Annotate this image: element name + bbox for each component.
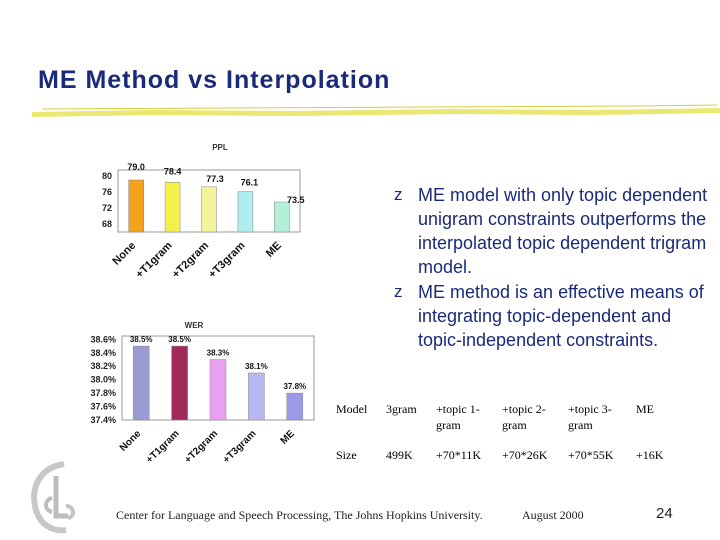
bar xyxy=(248,372,265,421)
bar xyxy=(171,345,188,421)
table-cell: Model xyxy=(336,402,368,416)
x-category-label: +T3gram xyxy=(221,428,259,466)
bar xyxy=(286,392,304,421)
bullet-item: z ME method is an effective means of inte… xyxy=(394,280,714,352)
x-category-label: None xyxy=(118,428,144,454)
table-row: Size 499K +70*11K +70*26K +70*55K +16K xyxy=(330,443,672,467)
data-label: 77.3 xyxy=(206,174,224,184)
chart-title: WER xyxy=(185,321,204,330)
table-cell: +topic 2-gram xyxy=(502,402,546,432)
data-label: 38.5% xyxy=(168,335,191,344)
table-cell: 3gram xyxy=(386,402,417,416)
model-size-table: Model 3gram +topic 1-gram +topic 2-gram … xyxy=(330,397,672,467)
bar xyxy=(164,182,181,233)
bullet-item: z ME model with only topic dependent unig… xyxy=(394,183,714,279)
x-category-label: +T2gram xyxy=(183,428,221,466)
page-number: 24 xyxy=(656,505,673,522)
data-label: 37.8% xyxy=(283,382,306,391)
table-cell: 499K xyxy=(386,448,413,462)
table-cell: +topic 1-gram xyxy=(436,402,480,432)
x-category-label: ME xyxy=(279,428,298,447)
bullet-marker: z xyxy=(394,185,403,204)
data-label: 38.3% xyxy=(207,349,230,358)
x-category-label: +T3gram xyxy=(206,239,247,280)
bar xyxy=(274,201,290,233)
y-tick-label: 68 xyxy=(102,219,112,229)
data-label: 38.5% xyxy=(130,335,153,344)
bar xyxy=(209,359,227,421)
x-category-label: None xyxy=(110,240,138,268)
data-label: 79.0 xyxy=(127,162,145,172)
table-cell: +16K xyxy=(636,448,664,462)
bullet-text: ME model with only topic dependent unigr… xyxy=(418,185,708,277)
data-label: 38.1% xyxy=(245,362,268,371)
clsp-logo xyxy=(31,461,75,534)
table-cell: ME xyxy=(636,402,654,416)
slide-title: ME Method vs Interpolation xyxy=(38,66,391,94)
y-tick-label: 38.2% xyxy=(90,361,116,371)
chart-title: PPL xyxy=(212,143,228,152)
y-tick-label: 37.6% xyxy=(90,402,116,412)
y-tick-label: 80 xyxy=(102,171,112,181)
footer-text: Center for Language and Speech Processin… xyxy=(116,508,483,522)
y-tick-label: 76 xyxy=(102,187,112,197)
x-category-label: +T1gram xyxy=(144,428,182,466)
table-cell: +70*55K xyxy=(568,448,614,462)
y-tick-label: 72 xyxy=(102,203,112,213)
bar xyxy=(128,179,144,233)
table-cell: Size xyxy=(336,448,357,462)
bullet-marker: z xyxy=(394,282,403,301)
x-category-label: +T1gram xyxy=(134,239,175,280)
bar xyxy=(201,186,217,233)
x-category-label: +T2gram xyxy=(170,239,211,280)
y-tick-label: 38.4% xyxy=(90,348,116,358)
bullet-list: z ME model with only topic dependent unig… xyxy=(394,183,714,353)
bar xyxy=(132,345,150,421)
table-row: Model 3gram +topic 1-gram +topic 2-gram … xyxy=(330,397,672,443)
wer-chart: WER 38.6% 38.4% 38.2% 38.0% 37.8% 37.6% 37.4% 38… xyxy=(90,321,315,466)
table-cell: +70*11K xyxy=(436,448,481,462)
data-label: 73.5 xyxy=(287,195,305,205)
y-tick-label: 37.8% xyxy=(90,388,116,398)
y-tick-label: 38.6% xyxy=(90,334,116,344)
data-label: 76.1 xyxy=(241,178,259,188)
table-cell: +70*26K xyxy=(502,448,548,462)
footer-date: August 2000 xyxy=(522,508,584,522)
bullet-text: ME method is an effective means of integ… xyxy=(418,282,704,350)
title-underline xyxy=(32,104,720,117)
data-label: 78.4 xyxy=(164,166,182,176)
x-category-label: ME xyxy=(264,240,284,260)
y-tick-label: 37.4% xyxy=(90,415,116,425)
ppl-chart: PPL 80 76 72 68 79.0 None 78.4 +T1gram 77.3 +T2gra… xyxy=(102,143,305,281)
y-tick-label: 38.0% xyxy=(90,375,116,385)
bar xyxy=(237,191,254,233)
table-cell: +topic 3-gram xyxy=(568,402,612,432)
